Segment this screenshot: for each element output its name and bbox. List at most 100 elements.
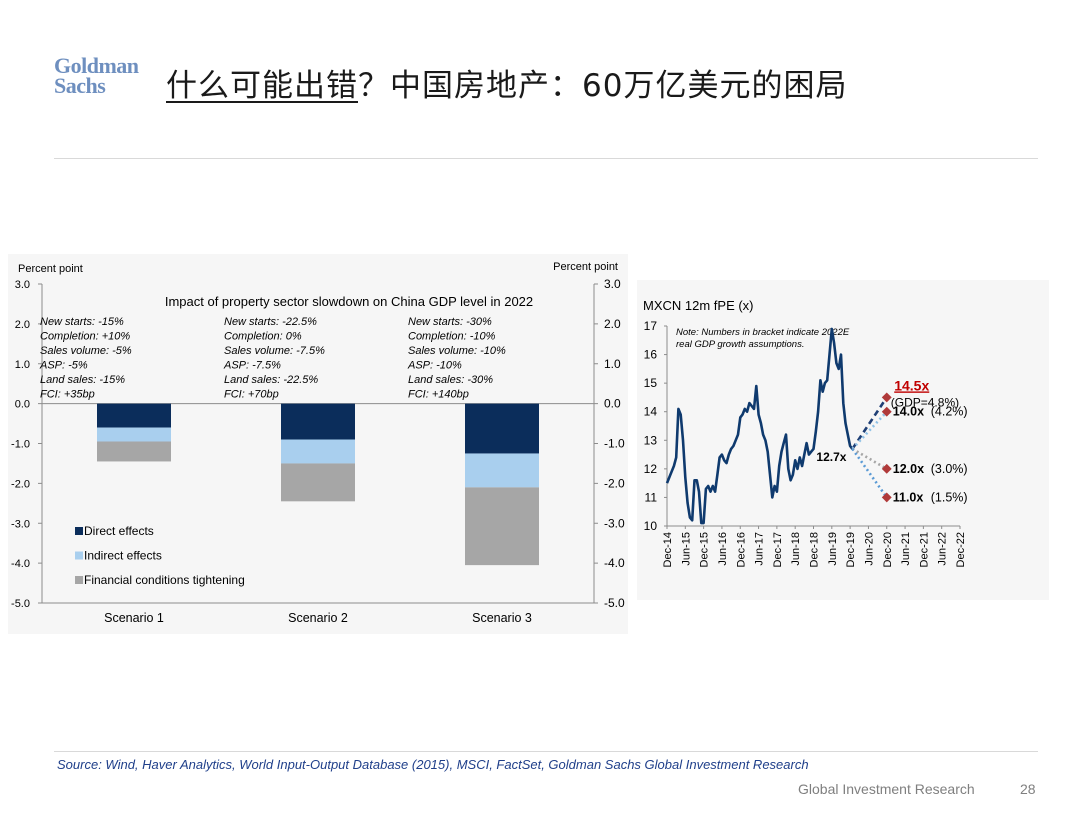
- footer-divider: [54, 751, 1038, 752]
- chart1-scenario-assumption: Sales volume: -5%: [40, 345, 132, 357]
- chart2-projection-note-2: (4.2%): [931, 405, 968, 419]
- chart1-scenario-assumption: New starts: -22.5%: [224, 316, 317, 328]
- chart2-x-tick-label: Dec-15: [699, 532, 711, 567]
- chart1-right-tick-label: -2.0: [604, 476, 625, 490]
- logo-line-2: Sachs: [54, 73, 106, 98]
- chart1-right-tick-label: 0.0: [604, 397, 621, 411]
- chart1-right-axis-label: Percent point: [553, 261, 618, 273]
- title-divider: [54, 158, 1038, 159]
- chart1-scenario-assumption: Sales volume: -10%: [408, 345, 506, 357]
- chart1-scenario-assumption: ASP: -10%: [407, 360, 462, 372]
- chart1-scenario-assumption: Completion: +10%: [40, 331, 130, 343]
- chart1-bar-3-scenario-2: [281, 463, 355, 502]
- chart2-x-tick-label: Dec-22: [955, 532, 967, 567]
- footer-brand: Global Investment Research: [798, 781, 975, 797]
- page-number: 28: [1020, 781, 1036, 797]
- chart1-left-tick-label: 3.0: [15, 279, 30, 291]
- chart2-x-tick-label: Dec-21: [918, 532, 930, 567]
- chart2-x-tick-label: Dec-17: [772, 532, 784, 567]
- chart1-legend-label-1: Direct effects: [84, 524, 154, 538]
- chart1-scenario-assumption: ASP: -7.5%: [223, 360, 281, 372]
- chart2-y-tick-label: 16: [644, 348, 658, 362]
- chart2-x-tick-label: Dec-20: [882, 532, 894, 567]
- chart1-bar-1-scenario-1: [97, 403, 171, 428]
- chart2-projection-value-1: 14.5x: [894, 377, 929, 393]
- chart1-right-tick-label: -5.0: [604, 596, 625, 610]
- title-underlined: 什么可能出错: [166, 68, 358, 104]
- chart1-left-axis-label: Percent point: [18, 263, 83, 275]
- gdp-impact-chart: Impact of property sector slowdown on Ch…: [11, 261, 625, 625]
- chart2-x-tick-label: Dec-16: [735, 532, 747, 567]
- chart2-x-tick-label: Jun-16: [717, 532, 729, 566]
- chart2-projection-line-2: [851, 410, 888, 450]
- chart2-projection-value-2: 14.0x: [893, 405, 924, 419]
- chart1-category-label: Scenario 1: [104, 611, 164, 625]
- chart2-projection-line-4: [851, 448, 888, 499]
- logo-line-1: Goldman: [54, 53, 139, 78]
- chart1-left-tick-label: -3.0: [11, 518, 30, 530]
- chart1-scenario-assumption: Land sales: -30%: [408, 374, 493, 386]
- chart2-projection-value-4: 11.0x: [893, 490, 924, 504]
- chart1-title: Impact of property sector slowdown on Ch…: [165, 294, 533, 309]
- chart2-y-tick-label: 10: [644, 519, 658, 533]
- chart1-scenario-assumption: Land sales: -22.5%: [224, 374, 318, 386]
- chart2-y-tick-label: 15: [644, 376, 658, 390]
- chart2-projection-line-1: [851, 396, 888, 450]
- chart2-x-tick-label: Dec-18: [809, 532, 821, 567]
- chart1-scenario-assumption: New starts: -15%: [40, 316, 124, 328]
- mxcn-pe-chart: MXCN 12m fPE (x) Note: Numbers in bracke…: [643, 298, 968, 567]
- chart2-x-tick-label: Jun-17: [754, 532, 766, 566]
- chart1-scenario-assumption: Sales volume: -7.5%: [224, 345, 325, 357]
- chart2-x-tick-label: Jun-21: [900, 532, 912, 566]
- chart1-bar-1-scenario-3: [465, 403, 539, 454]
- chart1-scenario-assumption: New starts: -30%: [408, 316, 492, 328]
- chart1-scenario-assumption: FCI: +35bp: [40, 389, 95, 401]
- chart2-x-tick-label: Jun-15: [680, 532, 692, 566]
- chart2-current-pe-label: 12.7x: [816, 450, 846, 464]
- chart2-x-tick-label: Jun-18: [790, 532, 802, 566]
- chart1-left-tick-label: 2.0: [15, 319, 30, 331]
- chart1-right-tick-label: 1.0: [604, 357, 621, 371]
- chart1-bar-3-scenario-3: [465, 487, 539, 566]
- chart2-y-tick-label: 17: [644, 319, 658, 333]
- chart1-right-tick-label: 3.0: [604, 277, 621, 291]
- chart2-projection-marker-1: [881, 392, 892, 403]
- chart2-y-tick-label: 11: [645, 490, 658, 504]
- chart2-y-tick-label: 13: [644, 433, 658, 447]
- chart1-left-tick-label: -5.0: [11, 598, 30, 610]
- chart2-note-line-2: real GDP growth assumptions.: [676, 339, 804, 350]
- chart1-bar-1-scenario-2: [281, 403, 355, 440]
- chart2-projection-note-1: (GDP=4.8%): [891, 395, 959, 409]
- title-rest: ？中国房地产：60万亿美元的困局: [358, 68, 848, 104]
- chart2-y-tick-label: 14: [644, 405, 658, 419]
- chart1-legend-swatch-3: [75, 576, 83, 584]
- left-chart-panel: Impact of property sector slowdown on Ch…: [8, 254, 628, 634]
- chart1-bar-2-scenario-3: [465, 453, 539, 488]
- right-chart-panel: MXCN 12m fPE (x) Note: Numbers in bracke…: [637, 280, 1049, 600]
- chart2-note-line-1: Note: Numbers in bracket indicate 2022E: [676, 327, 850, 338]
- chart1-scenario-assumption: FCI: +140bp: [408, 389, 469, 401]
- chart1-scenario-assumption: Completion: -10%: [408, 331, 496, 343]
- chart2-projection-value-3: 12.0x: [893, 462, 924, 476]
- chart1-left-tick-label: 0.0: [15, 399, 30, 411]
- chart1-category-label: Scenario 3: [472, 611, 532, 625]
- chart2-x-tick-label: Dec-14: [662, 532, 674, 567]
- chart2-projection-marker-2: [881, 406, 892, 417]
- chart1-right-tick-label: -3.0: [604, 516, 625, 530]
- chart2-y-tick-label: 12: [644, 462, 658, 476]
- chart1-left-tick-label: -2.0: [11, 478, 30, 490]
- chart1-bar-2-scenario-2: [281, 439, 355, 464]
- chart1-scenario-assumption: Completion: 0%: [224, 331, 302, 343]
- chart1-scenario-assumption: Land sales: -15%: [40, 374, 125, 386]
- chart1-scenario-assumption: ASP: -5%: [39, 360, 88, 372]
- chart2-x-tick-label: Dec-19: [845, 532, 857, 567]
- goldman-sachs-logo: Goldman Sachs: [54, 53, 146, 98]
- chart1-bar-2-scenario-1: [97, 427, 171, 442]
- chart1-category-label: Scenario 2: [288, 611, 348, 625]
- chart1-right-tick-label: -4.0: [604, 556, 625, 570]
- chart2-projection-marker-4: [881, 492, 892, 503]
- chart1-left-tick-label: -4.0: [11, 558, 30, 570]
- chart2-x-tick-label: Jun-22: [937, 532, 949, 566]
- source-note: Source: Wind, Haver Analytics, World Inp…: [57, 757, 809, 772]
- chart1-right-tick-label: 2.0: [604, 317, 621, 331]
